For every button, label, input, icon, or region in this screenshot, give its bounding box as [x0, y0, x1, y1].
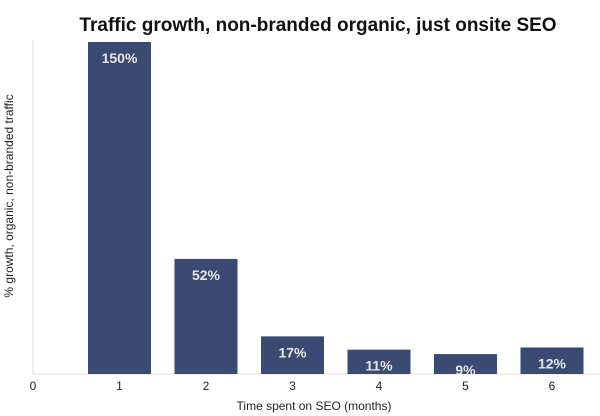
data-label-month-2: 52% [192, 267, 221, 283]
y-axis-title: % growth, organic, non-branded traffic [2, 94, 16, 297]
bars-group: 150% 52% 17% 11% 9% 12% [88, 42, 584, 378]
x-tick-label: 2 [203, 379, 210, 393]
x-axis-title: Time spent on SEO (months) [237, 399, 392, 413]
data-label-month-3: 17% [278, 344, 307, 360]
x-tick-label: 1 [116, 379, 123, 393]
x-tick-label: 6 [549, 379, 556, 393]
bar-month-1 [88, 42, 151, 374]
data-label-month-5: 9% [455, 362, 476, 378]
x-tick-label: 5 [462, 379, 469, 393]
x-tick-label: 3 [289, 379, 296, 393]
bar-month-3 [261, 336, 324, 374]
bar-month-6 [520, 347, 584, 374]
bar-month-2 [174, 258, 238, 374]
x-tick-label: 0 [30, 379, 37, 393]
data-label-month-4: 11% [365, 358, 393, 374]
data-label-month-6: 12% [538, 355, 567, 371]
data-label-month-1: 150% [102, 50, 138, 66]
x-tick-label: 4 [376, 379, 383, 393]
bar-month-4 [347, 349, 411, 374]
x-ticks-group: 0 1 2 3 4 5 6 [30, 379, 556, 393]
bar-month-5 [434, 354, 497, 374]
chart-title: Traffic growth, non-branded organic, jus… [79, 15, 556, 36]
